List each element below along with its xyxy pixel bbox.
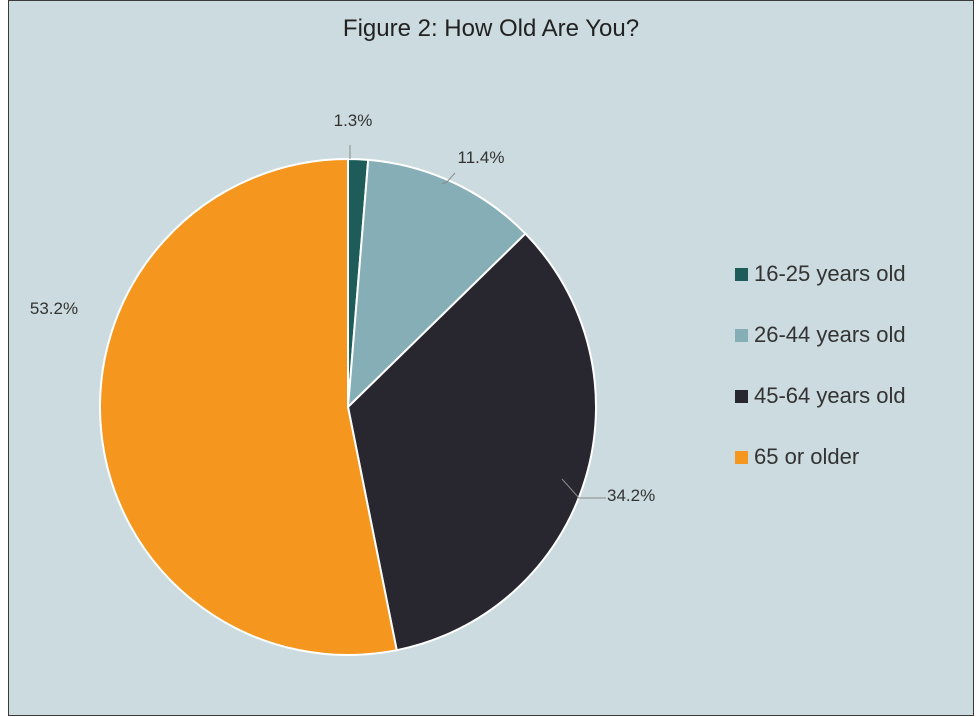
legend: 16-25 years old 26-44 years old 45-64 ye… [735,259,906,503]
data-label: 34.2% [607,486,655,505]
chart-frame: Figure 2: How Old Are You? 1.3% 11.4% 34.2… [8,0,974,716]
legend-swatch [735,450,748,464]
data-label: 11.4% [458,148,505,167]
leader-line [441,172,456,185]
pie-slice [346,232,597,652]
legend-label: 45-64 years old [754,383,906,408]
pie-slice [99,157,398,656]
legend-swatch [735,328,748,342]
pie-chart: 1.3% 11.4% 34.2% 53.2% [30,111,655,656]
pie-slice [346,158,527,410]
legend-item: 45-64 years old [735,381,906,411]
legend-swatch [735,267,748,281]
legend-label: 26-44 years old [754,322,906,347]
legend-item: 26-44 years old [735,320,906,350]
legend-swatch [735,389,748,403]
legend-item: 16-25 years old [735,259,906,289]
data-label: 1.3% [334,111,373,130]
legend-item: 65 or older [735,442,906,472]
data-label: 53.2% [30,299,78,318]
legend-label: 16-25 years old [754,261,906,286]
legend-label: 65 or older [754,444,860,469]
leader-line [561,478,606,499]
chart-title: Figure 2: How Old Are You? [342,15,640,42]
